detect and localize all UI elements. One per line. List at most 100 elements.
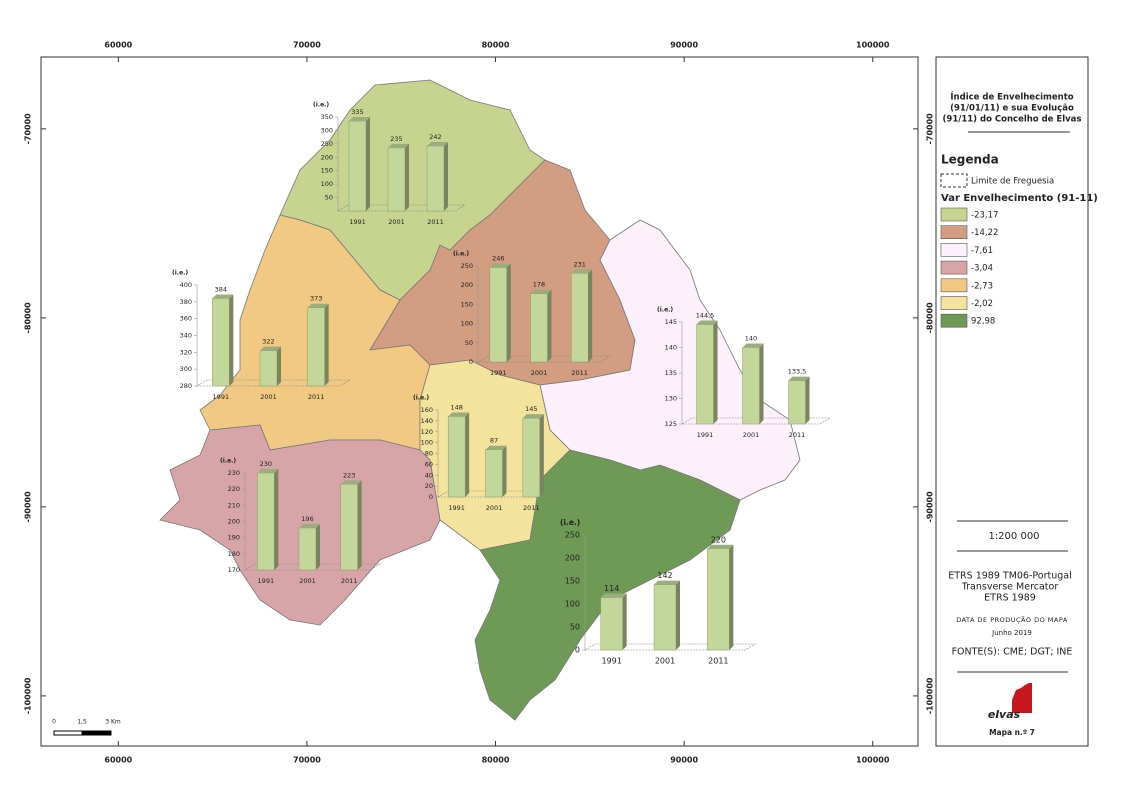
legend-classes: -23,17 -14,22 -7,61 -3,04 -2,73 -2,02 92,98 <box>940 207 998 328</box>
unit-label: (i.e.) <box>413 395 429 402</box>
legend-swatch <box>940 225 968 239</box>
coord-label: 90000 <box>670 41 698 50</box>
bar-side <box>729 544 734 650</box>
bar-top <box>299 523 320 528</box>
coord-label: -90000 <box>24 491 33 523</box>
chart-floor <box>476 355 612 363</box>
classes-title: Var Envelhecimento (91-11) <box>941 193 1098 204</box>
legend-label: -7,61 <box>971 246 993 256</box>
unit-label: (i.e.) <box>172 270 188 277</box>
y-tick-label: 320 <box>180 348 192 356</box>
y-tick-label: 120 <box>421 428 433 436</box>
bar-top <box>257 469 279 473</box>
panel-title: Índice de Envelhecimento <box>950 91 1073 103</box>
value-label: 246 <box>492 255 504 263</box>
region <box>159 424 441 626</box>
bar <box>696 324 714 425</box>
panel-title: (91/01/11) e sua Evolução <box>950 104 1074 114</box>
value-label: 242 <box>429 133 441 141</box>
bar-top <box>448 412 470 417</box>
value-label: 335 <box>351 108 363 116</box>
bar <box>522 417 541 498</box>
value-label: 144,5 <box>696 312 715 320</box>
y-tick-label: 160 <box>421 406 433 414</box>
bar <box>788 380 806 425</box>
bar-side <box>805 376 810 424</box>
map-number: Mapa n.º 7 <box>989 728 1035 737</box>
y-tick-label: 140 <box>421 417 433 425</box>
coord-label: -80000 <box>24 302 33 334</box>
scale-bar-segment <box>81 730 112 736</box>
x-tick-label: 2001 <box>388 218 405 226</box>
value-label: 133,5 <box>788 368 807 376</box>
boundary-swatch <box>940 173 968 188</box>
coord-label: -70000 <box>926 113 935 145</box>
legend-panel <box>935 56 1089 747</box>
value-label: 140 <box>745 335 757 343</box>
bar <box>742 347 760 425</box>
coord-label: 90000 <box>670 756 698 765</box>
value-label: 145 <box>525 405 537 413</box>
scale-bar-label: 1,5 <box>77 719 87 726</box>
y-tick-label: 200 <box>565 554 580 563</box>
coord-label: 70000 <box>293 41 321 50</box>
bar-side <box>324 303 329 386</box>
value-label: 148 <box>450 404 462 412</box>
y-tick-label: 100 <box>565 600 580 609</box>
x-tick-label: 1991 <box>490 369 507 377</box>
unit-label: (i.e.) <box>657 307 673 314</box>
chart-floor <box>195 379 352 387</box>
y-tick-label: 250 <box>565 531 580 540</box>
bar-side <box>759 343 764 424</box>
value-label: 322 <box>262 338 274 346</box>
legend-label: -2,73 <box>971 281 993 291</box>
value-label: 223 <box>343 471 355 479</box>
legend-label: -2,02 <box>971 299 993 309</box>
x-tick-label: 2001 <box>531 369 548 377</box>
bar-side <box>357 480 362 570</box>
bar <box>298 527 317 571</box>
coord-label: -90000 <box>926 491 935 523</box>
projection: Transverse Mercator <box>961 582 1059 593</box>
bar-side <box>405 143 409 211</box>
unit-label: (i.e.) <box>453 251 469 258</box>
mini-chart: (i.e.) 0 50 100 150 200 250 246 1991 178 2001 231 20… <box>453 251 612 377</box>
logo-text: elvas <box>988 708 1021 721</box>
y-tick-label: 145 <box>665 318 677 326</box>
y-tick-label: 200 <box>321 153 333 161</box>
region <box>474 449 741 721</box>
bar <box>600 597 623 651</box>
x-tick-label: 1991 <box>349 218 366 226</box>
coord-label: -100000 <box>24 677 33 714</box>
value-label: 114 <box>604 584 619 593</box>
legend-label: -3,04 <box>971 264 993 274</box>
y-tick-label: 300 <box>321 126 333 134</box>
coord-label: 100000 <box>856 41 890 50</box>
projection: ETRS 1989 TM06-Portugal <box>948 571 1072 582</box>
y-tick-label: 40 <box>425 471 433 479</box>
value-label: 196 <box>301 515 313 523</box>
value-label: 142 <box>657 571 672 580</box>
bar <box>653 584 677 651</box>
bar <box>257 472 275 571</box>
legend-swatch <box>940 313 968 328</box>
x-tick-label: 1991 <box>448 504 465 512</box>
logo: elvas <box>988 683 1032 721</box>
y-tick-label: 60 <box>425 460 433 468</box>
bar <box>485 449 503 498</box>
y-tick-label: 100 <box>461 320 473 328</box>
y-tick-label: 170 <box>228 566 240 574</box>
x-tick-label: 2011 <box>341 577 358 585</box>
y-tick-label: 140 <box>665 344 677 352</box>
y-tick-label: 200 <box>228 518 240 526</box>
mini-chart: (i.e.) 125 130 135 140 145 144,5 1991 140 2001 133… <box>657 307 832 439</box>
scale-bar-label: 0 <box>52 719 56 726</box>
y-tick-label: 50 <box>465 339 473 347</box>
x-tick-label: 2001 <box>299 577 316 585</box>
bar-side <box>366 117 370 211</box>
mini-chart: (i.e.) 170 180 190 200 210 220 230 230 1991 196 200… <box>220 458 382 585</box>
y-tick-label: 190 <box>228 534 240 542</box>
legend-label: -14,22 <box>971 228 998 238</box>
legend-swatch <box>940 243 968 257</box>
bar-side <box>539 414 544 497</box>
